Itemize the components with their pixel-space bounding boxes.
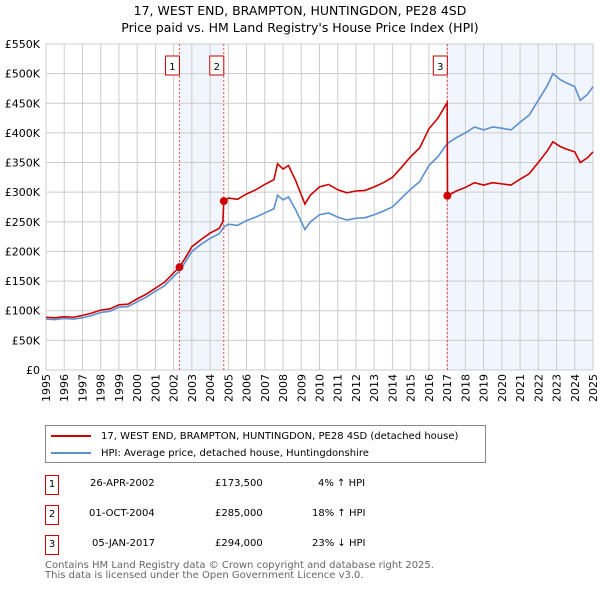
- x-tick-label: 1997: [76, 374, 89, 402]
- legend: 17, WEST END, BRAMPTON, HUNTINGDON, PE28…: [45, 425, 486, 463]
- x-tick-label: 2019: [478, 374, 491, 402]
- sale-price: £285,000: [215, 508, 263, 519]
- footer-licence: This data is licensed under the Open Gov…: [45, 570, 364, 581]
- sale-row: 2 01-OCT-2004 £285,000 18% ↑ HPI: [45, 505, 445, 525]
- sale-price: £294,000: [215, 538, 263, 549]
- y-tick-label: £250K: [5, 216, 41, 229]
- sale-label-box: [209, 55, 225, 76]
- sale-price: £173,500: [215, 478, 263, 489]
- sale-row: 1 26-APR-2002 £173,500 4% ↑ HPI: [45, 475, 445, 495]
- y-tick-label: £200K: [5, 245, 41, 258]
- sale-hpi-diff: 18% ↑ HPI: [312, 508, 366, 519]
- shaded-region: [179, 44, 224, 370]
- legend-item-property: 17, WEST END, BRAMPTON, HUNTINGDON, PE28…: [51, 428, 458, 444]
- x-tick-label: 2017: [441, 374, 454, 402]
- x-tick-label: 2021: [514, 374, 527, 402]
- sale-date: 26-APR-2002: [90, 478, 155, 489]
- x-tick-label: 2007: [259, 374, 272, 402]
- x-tick-label: 2010: [314, 374, 327, 402]
- y-tick-label: £500K: [5, 68, 41, 81]
- footer-copyright: Contains HM Land Registry data © Crown c…: [45, 560, 434, 571]
- y-tick-label: £450K: [5, 97, 41, 110]
- x-tick-label: 2024: [569, 374, 582, 402]
- y-tick-label: £50K: [12, 334, 41, 347]
- price-chart: 1995 1996 1997 1998 1999 2000 2001 2002 2003 2004…: [5, 38, 600, 402]
- y-tick-label: £400K: [5, 127, 41, 140]
- sale-label-box: [432, 55, 448, 76]
- sale-label-box: [164, 55, 180, 76]
- legend-item-hpi: HPI: Average price, detached house, Hunt…: [51, 445, 369, 461]
- x-tick-label: 2004: [204, 374, 217, 402]
- sale-date: 05-JAN-2017: [92, 538, 156, 549]
- x-tick-label: 2012: [350, 374, 363, 402]
- sale-point: [443, 191, 452, 200]
- sale-hpi-diff: 4% ↑ HPI: [318, 478, 366, 489]
- sale-point: [175, 263, 184, 272]
- legend-swatch-red: [51, 435, 91, 437]
- y-tick-label: £550K: [5, 38, 41, 51]
- x-tick-label: 1995: [40, 374, 53, 402]
- sale-marker-label: 1: [45, 475, 59, 495]
- x-tick-label: 2001: [149, 374, 162, 402]
- x-tick-label: 2006: [241, 374, 254, 402]
- sale-label: 3: [437, 62, 443, 73]
- sale-label: 2: [214, 62, 220, 73]
- x-tick-label: 2022: [532, 374, 545, 402]
- chart-title: 17, WEST END, BRAMPTON, HUNTINGDON, PE28…: [133, 3, 467, 18]
- footer: Contains HM Land Registry data © Crown c…: [45, 561, 434, 581]
- hpi-series-line: [45, 72, 594, 321]
- x-tick-label: 2018: [459, 374, 472, 402]
- x-tick-label: 2003: [186, 374, 199, 402]
- x-tick-label: 2015: [405, 374, 418, 402]
- x-tick-label: 2025: [587, 374, 600, 402]
- legend-label: 17, WEST END, BRAMPTON, HUNTINGDON, PE28…: [101, 430, 459, 442]
- x-tick-label: 2023: [551, 374, 564, 402]
- sale-point: [219, 197, 228, 206]
- sale-marker-label: 2: [45, 505, 59, 525]
- x-tick-label: 2000: [131, 374, 144, 402]
- x-tick-label: 2016: [423, 374, 436, 402]
- x-tick-label: 2014: [386, 374, 399, 402]
- sale-hpi-diff: 23% ↓ HPI: [312, 538, 366, 549]
- x-tick-label: 2013: [368, 374, 381, 402]
- legend-swatch-blue: [51, 452, 91, 454]
- sale-label: 1: [169, 62, 175, 73]
- x-tick-label: 2009: [295, 374, 308, 402]
- sale-row: 3 05-JAN-2017 £294,000 23% ↓ HPI: [45, 535, 445, 555]
- legend-label: HPI: Average price, detached house, Hunt…: [101, 447, 369, 459]
- y-tick-label: £100K: [5, 305, 41, 318]
- y-tick-label: £150K: [5, 275, 41, 288]
- x-tick-label: 2002: [168, 374, 181, 402]
- chart-subtitle: Price paid vs. HM Land Registry's House …: [121, 20, 479, 35]
- x-tick-label: 2005: [222, 374, 235, 402]
- x-tick-label: 1999: [113, 374, 126, 402]
- x-tick-label: 1998: [95, 374, 108, 402]
- x-tick-label: 2011: [332, 374, 345, 402]
- x-tick-label: 2008: [277, 374, 290, 402]
- x-tick-label: 2020: [496, 374, 509, 402]
- x-tick-label: 1996: [58, 374, 71, 402]
- y-tick-label: £0: [26, 364, 40, 377]
- sale-date: 01-OCT-2004: [89, 508, 155, 519]
- plot-frame: [45, 43, 594, 371]
- y-tick-label: £350K: [5, 157, 41, 170]
- y-tick-label: £300K: [5, 186, 41, 199]
- sale-marker-label: 3: [45, 535, 59, 555]
- property-series-line: [45, 99, 594, 319]
